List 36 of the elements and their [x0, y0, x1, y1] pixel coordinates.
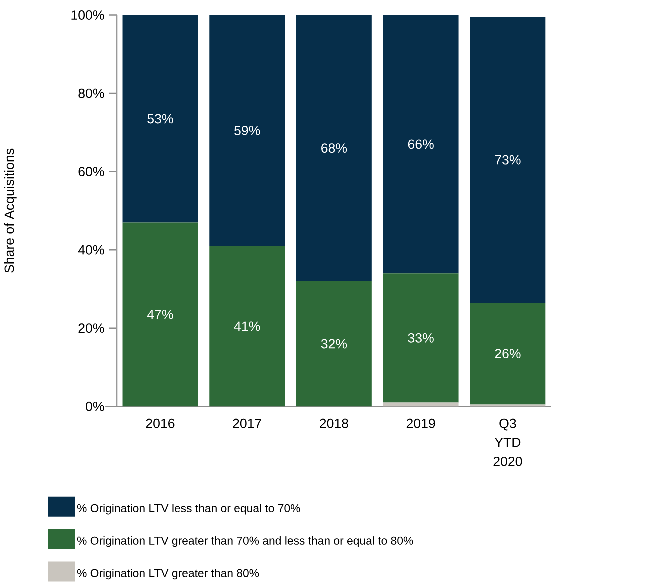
data-label: 41% — [234, 322, 260, 332]
bar — [470, 17, 546, 303]
bar — [383, 402, 459, 407]
x-tick-label: 2016 — [146, 418, 175, 428]
data-label: 66% — [408, 140, 434, 150]
bar — [383, 274, 459, 403]
y-tick-label: 60% — [78, 167, 104, 177]
data-label: 59% — [234, 126, 260, 136]
y-tick-label: 100% — [72, 10, 104, 20]
data-label: 33% — [408, 333, 434, 343]
legend-label: % Origination LTV greater than 70% and less than or equal to 80% — [77, 536, 414, 548]
legend-label: % Origination LTV greater than 80% — [77, 568, 260, 580]
bar — [210, 15, 286, 246]
bar — [296, 281, 372, 407]
data-label: 26% — [495, 349, 521, 359]
bar — [470, 302, 546, 405]
x-tick-label: Q3 YTD 2020 — [494, 418, 522, 466]
bar — [210, 246, 286, 407]
bar — [122, 222, 198, 407]
y-tick-label: 20% — [78, 324, 104, 334]
legend-label: % Origination LTV less than or equal to 70% — [77, 504, 300, 515]
x-tick-label: 2018 — [320, 418, 348, 428]
x-tick-label: 2017 — [233, 418, 262, 428]
data-label: 68% — [322, 144, 348, 154]
y-tick-label: 40% — [78, 245, 104, 255]
bar — [122, 15, 198, 223]
x-tick-label: 2019 — [406, 418, 436, 428]
y-tick-label: 0% — [86, 402, 104, 412]
bar — [383, 15, 459, 274]
y-tick-label: 80% — [78, 88, 104, 98]
data-label: 53% — [148, 114, 174, 124]
data-label: 73% — [495, 155, 521, 165]
data-label: 47% — [147, 310, 174, 320]
data-label: 32% — [321, 339, 348, 349]
bar — [296, 15, 372, 282]
y-axis-title: Share of Acquisitions — [4, 148, 17, 273]
